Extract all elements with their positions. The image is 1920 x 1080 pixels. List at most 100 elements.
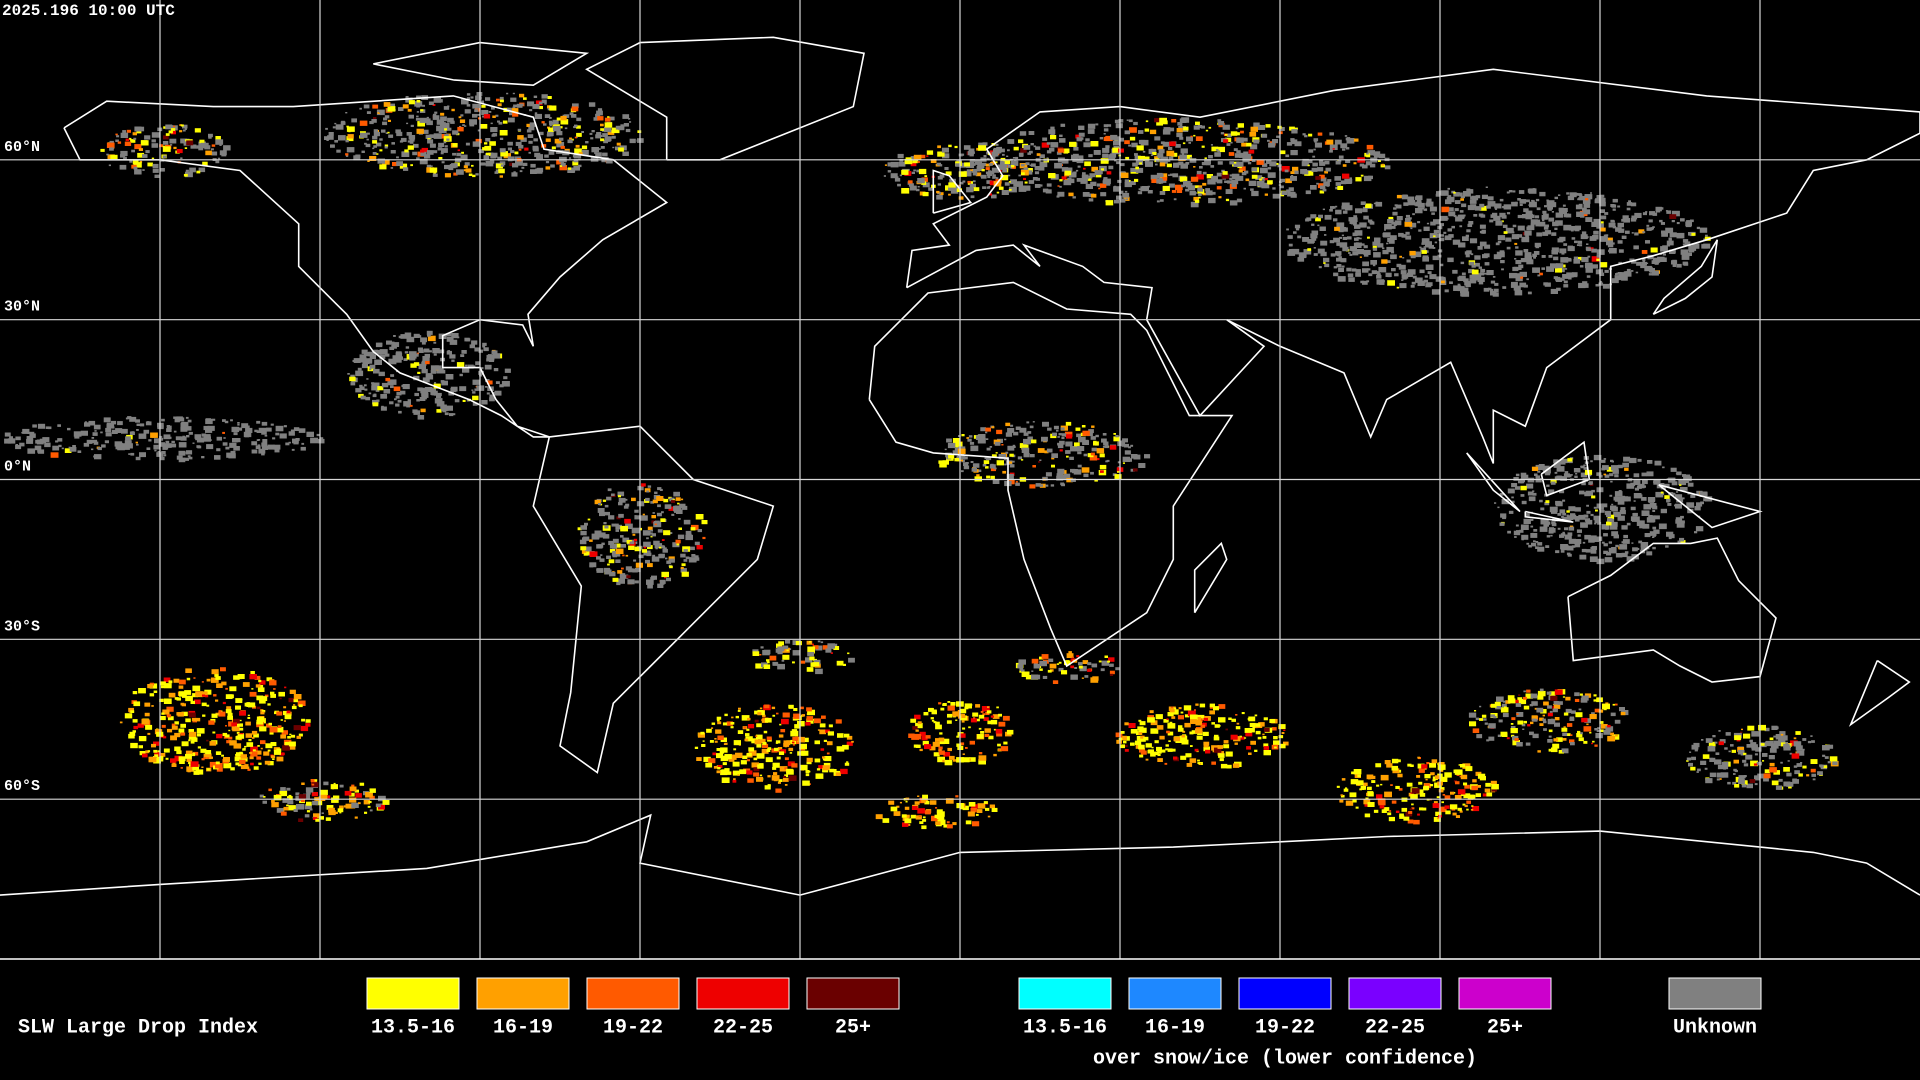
cloud-pixel: [899, 801, 902, 804]
cloud-pixel: [746, 728, 750, 731]
cloud-pixel: [1285, 178, 1292, 184]
cloud-pixel: [343, 805, 348, 808]
cloud-pixel: [1502, 286, 1507, 289]
cloud-pixel: [1226, 764, 1232, 769]
cloud-pixel: [1251, 159, 1256, 162]
cloud-pixel: [720, 755, 729, 762]
cloud-pixel: [1562, 204, 1566, 207]
cloud-pixel: [654, 543, 663, 549]
cloud-pixel: [1167, 712, 1174, 717]
cloud-pixel: [481, 104, 486, 108]
cloud-pixel: [924, 744, 932, 750]
cloud-pixel: [1466, 800, 1471, 804]
cloud-pixel: [482, 162, 485, 165]
cloud-pixel: [1522, 214, 1529, 219]
cloud-pixel: [1215, 149, 1219, 151]
cloud-pixel: [912, 726, 918, 730]
cloud-pixel: [223, 762, 232, 769]
cloud-pixel: [111, 420, 117, 425]
cloud-pixel: [1543, 720, 1547, 724]
cloud-pixel: [1696, 771, 1699, 773]
cloud-pixel: [510, 150, 515, 154]
cloud-pixel: [1641, 250, 1648, 254]
cloud-pixel: [258, 679, 262, 683]
cloud-pixel: [1117, 461, 1121, 464]
cloud-pixel: [1251, 174, 1258, 179]
cloud-pixel: [282, 745, 290, 751]
cloud-pixel: [180, 732, 186, 736]
cloud-pixel: [1211, 191, 1216, 195]
cloud-pixel: [215, 160, 220, 164]
cloud-pixel: [651, 556, 660, 562]
cloud-pixel: [936, 809, 943, 814]
cloud-pixel: [1702, 754, 1710, 759]
cloud-pixel: [489, 141, 496, 146]
cloud-pixel: [1291, 129, 1298, 134]
cloud-pixel: [185, 753, 192, 759]
cloud-pixel: [1100, 668, 1105, 672]
cloud-pixel: [1832, 761, 1838, 766]
cloud-pixel: [594, 530, 602, 536]
cloud-pixel: [1384, 760, 1391, 765]
cloud-pixel: [748, 750, 757, 756]
cloud-pixel: [846, 741, 853, 746]
cloud-pixel: [128, 707, 134, 712]
cloud-pixel: [1173, 756, 1178, 760]
cloud-pixel: [1103, 128, 1109, 132]
cloud-pixel: [1150, 174, 1158, 180]
cloud-pixel: [535, 168, 543, 174]
cloud-pixel: [1569, 739, 1575, 744]
cloud-pixel: [650, 535, 653, 538]
cloud-pixel: [984, 457, 987, 460]
cloud-pixel: [949, 178, 956, 184]
cloud-pixel: [936, 162, 941, 166]
cloud-pixel: [1566, 723, 1573, 727]
cloud-pixel: [541, 99, 547, 104]
cloud-pixel: [257, 444, 261, 447]
cloud-pixel: [1538, 221, 1546, 227]
cloud-pixel: [1432, 255, 1439, 261]
cloud-pixel: [759, 654, 762, 656]
cloud-pixel: [258, 762, 262, 765]
cloud-pixel: [447, 127, 452, 131]
cloud-pixel: [1542, 210, 1547, 214]
cloud-pixel: [122, 130, 127, 133]
cloud-pixel: [1419, 246, 1422, 249]
cloud-pixel: [1032, 421, 1035, 423]
cloud-pixel: [1128, 181, 1132, 185]
cloud-pixel: [1425, 778, 1428, 781]
cloud-pixel: [1007, 149, 1010, 152]
cloud-pixel: [1599, 201, 1606, 207]
cloud-pixel: [1771, 780, 1779, 786]
cloud-pixel: [634, 515, 641, 520]
cloud-pixel: [1122, 462, 1125, 464]
cloud-pixel: [1403, 202, 1409, 206]
cloud-pixel: [1143, 736, 1149, 741]
cloud-pixel: [1244, 728, 1252, 733]
cloud-pixel: [782, 712, 790, 718]
cloud-pixel: [1304, 134, 1308, 138]
cloud-pixel: [1553, 738, 1559, 742]
cloud-pixel: [1462, 236, 1469, 241]
cloud-pixel: [940, 707, 945, 711]
cloud-pixel: [176, 149, 183, 154]
cloud-pixel: [1581, 257, 1589, 263]
cloud-pixel: [805, 770, 810, 773]
cloud-pixel: [30, 431, 35, 435]
cloud-pixel: [1125, 451, 1130, 454]
cloud-pixel: [1014, 162, 1017, 165]
cloud-pixel: [1201, 722, 1207, 727]
cloud-pixel: [962, 805, 969, 811]
cloud-pixel: [921, 825, 927, 830]
cloud-pixel: [1762, 753, 1768, 757]
cloud-pixel: [1768, 755, 1775, 760]
cloud-pixel: [222, 701, 226, 705]
cloud-pixel: [1349, 792, 1357, 798]
cloud-pixel: [1205, 749, 1211, 754]
cloud-pixel: [668, 556, 675, 561]
cloud-pixel: [1359, 237, 1362, 240]
cloud-pixel: [181, 703, 186, 707]
cloud-pixel: [484, 145, 492, 151]
cloud-pixel: [288, 794, 292, 797]
cloud-pixel: [1203, 746, 1210, 752]
